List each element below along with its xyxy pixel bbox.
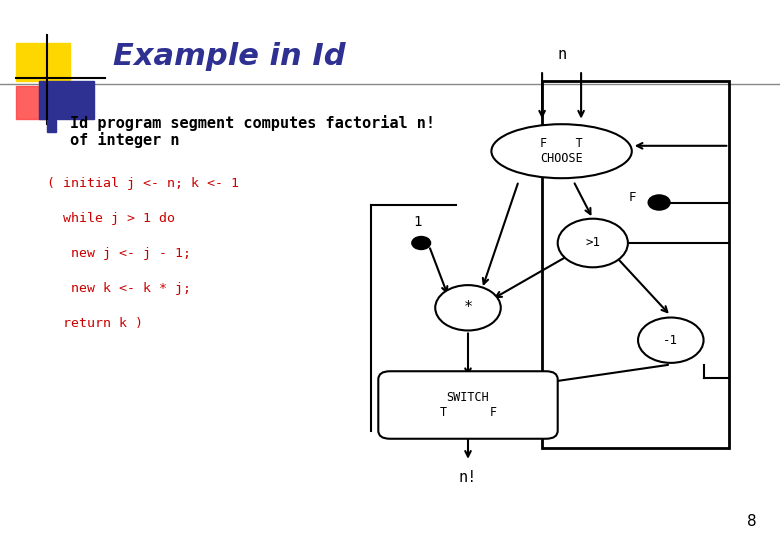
Text: F    T
CHOOSE: F T CHOOSE [541, 137, 583, 165]
Text: n!: n! [459, 470, 477, 485]
Text: 8: 8 [747, 514, 757, 529]
Text: Id program segment computes factorial n!: Id program segment computes factorial n! [70, 115, 435, 131]
Circle shape [638, 318, 704, 363]
Text: *: * [463, 300, 473, 315]
Text: n: n [557, 47, 566, 62]
Text: SWITCH
T      F: SWITCH T F [439, 391, 497, 419]
Bar [47, 120, 56, 132]
Text: new k <- k * j;: new k <- k * j; [47, 282, 191, 295]
Circle shape [558, 219, 628, 267]
FancyBboxPatch shape [378, 372, 558, 438]
Text: new j <- j - 1;: new j <- j - 1; [47, 247, 191, 260]
Text: 1: 1 [413, 215, 421, 230]
Bar [542, 81, 729, 448]
Text: ( initial j <- n; k <- 1: ( initial j <- n; k <- 1 [47, 177, 239, 190]
Circle shape [648, 195, 670, 210]
Circle shape [412, 237, 431, 249]
Bar [39, 81, 94, 119]
Text: F: F [628, 191, 636, 204]
Text: Example in Id: Example in Id [113, 42, 346, 71]
Circle shape [435, 285, 501, 330]
Text: of integer n: of integer n [70, 132, 179, 149]
Bar [16, 86, 55, 119]
Text: -1: -1 [663, 334, 679, 347]
Text: while j > 1 do: while j > 1 do [47, 212, 175, 225]
Ellipse shape [491, 124, 632, 178]
Text: return k ): return k ) [47, 318, 143, 330]
Text: >1: >1 [585, 237, 601, 249]
Bar [16, 43, 70, 81]
